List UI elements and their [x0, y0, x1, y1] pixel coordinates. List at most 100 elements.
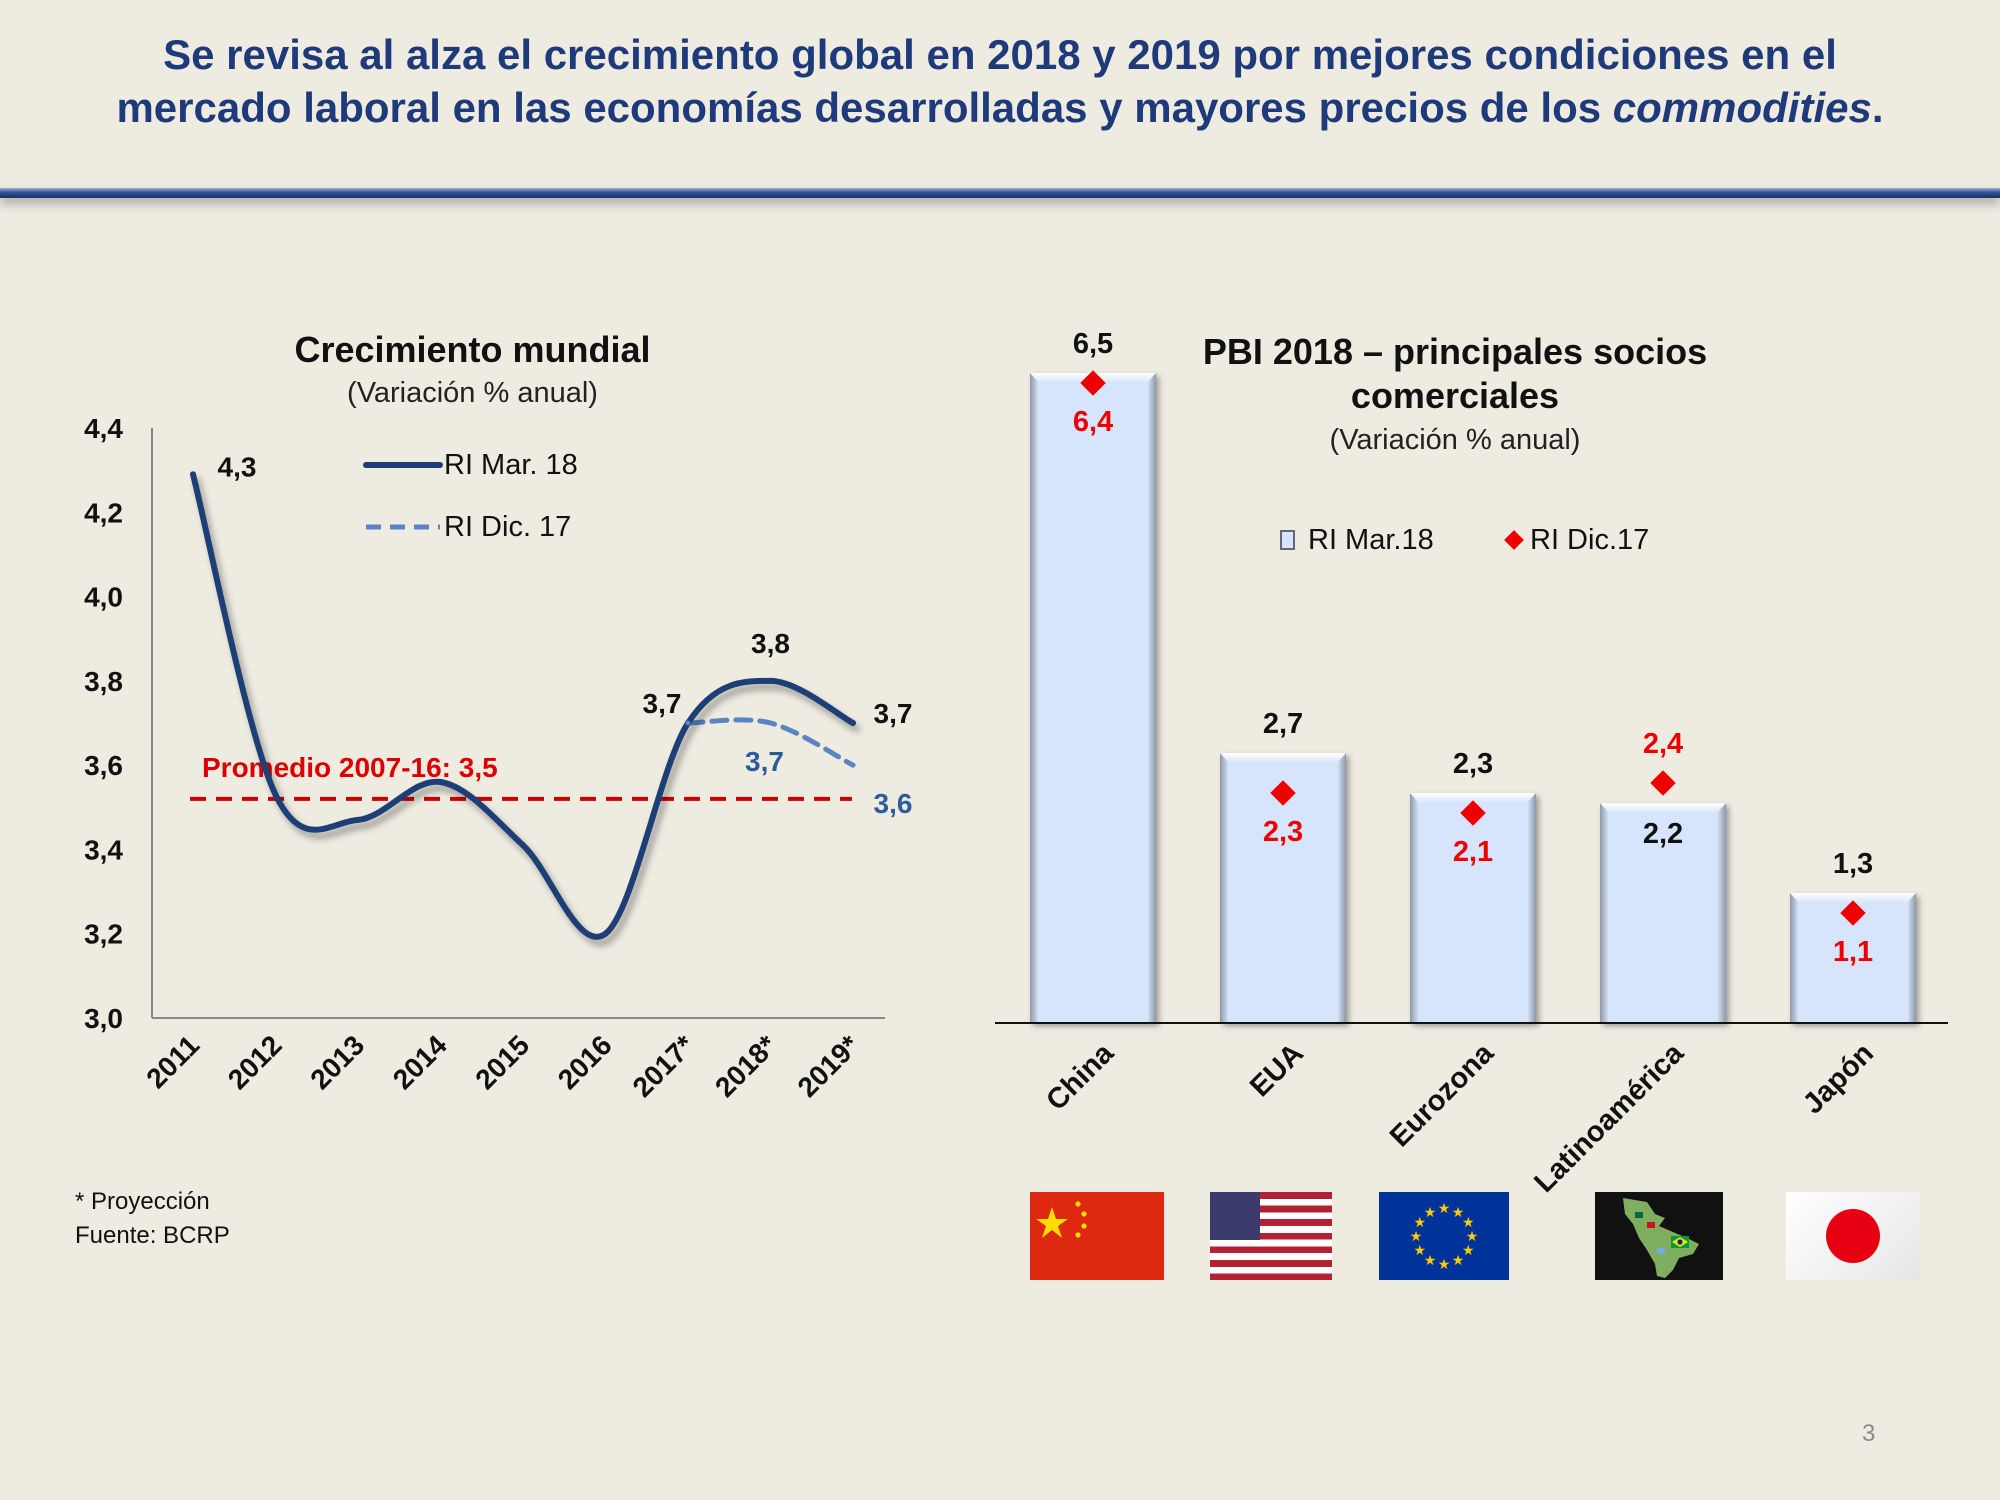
point-ri-mar-18	[850, 720, 856, 726]
bar-latinoamérica	[1600, 803, 1726, 1023]
marker-value-label: 2,3	[1263, 816, 1303, 848]
latam-flag	[1595, 1192, 1723, 1280]
headline-line-2: mercado laboral en las economías desarro…	[0, 81, 2000, 134]
data-label: 3,7	[643, 688, 682, 719]
data-label: 3,8	[751, 628, 790, 659]
y-tick-label: 3,4	[84, 834, 123, 865]
eu-star: ★	[1410, 1228, 1423, 1244]
y-tick-label: 4,2	[84, 497, 123, 528]
left-y-tick-labels: 3,0 3,2 3,4 3,6 3,8 4,0 4,2 4,4	[84, 413, 123, 1034]
marker-value-label: 2,1	[1453, 836, 1493, 868]
legend-label-bar-mar-18: RI Mar.18	[1308, 524, 1434, 556]
y-tick-label: 3,8	[84, 666, 123, 697]
point-ri-mar-18	[190, 471, 196, 478]
slide-headline: Se revisa al alza el crecimiento global …	[0, 28, 2000, 134]
eu-flag-stars: ★ ★★★★★★★★★★★	[1410, 1200, 1479, 1272]
right-chart-title-line-2: comerciales	[1350, 375, 1560, 416]
eu-star: ★	[1413, 1214, 1426, 1230]
japan-flag	[1786, 1192, 1920, 1280]
bar-body	[1030, 373, 1156, 1023]
series-points	[190, 471, 856, 937]
marker-value-label: 1,1	[1833, 936, 1873, 968]
left-legend: RI Mar. 18 RI Dic. 17	[363, 449, 578, 543]
left-chart-axes	[151, 428, 885, 1019]
japan-flag-sun	[1826, 1209, 1880, 1263]
category-label: EUA	[1244, 1037, 1310, 1103]
headline-line-1: Se revisa al alza el crecimiento global …	[163, 31, 1837, 78]
page-number: 3	[1862, 1420, 1876, 1447]
eu-star: ★	[1424, 1252, 1437, 1268]
left-chart-subtitle: (Variación % anual)	[347, 377, 598, 409]
category-label: China	[1040, 1037, 1120, 1117]
category-label: Japón	[1797, 1037, 1880, 1120]
bar-eurozona	[1410, 793, 1536, 1023]
legend-label-dic-17: RI Dic. 17	[444, 511, 571, 543]
point-ri-mar-18	[767, 677, 774, 684]
bar-value-label: 1,3	[1833, 848, 1873, 880]
eu-star: ★	[1438, 1256, 1451, 1272]
bar-china	[1030, 373, 1156, 1023]
y-tick-label: 3,2	[84, 919, 123, 950]
bar-bevel	[1220, 753, 1346, 763]
eu-star: ★	[1466, 1228, 1479, 1244]
right-category-labels: China EUA Eurozona Latinoamérica Japón	[1040, 1037, 1880, 1199]
eu-flag: ★ ★ ★ ★ ★ ★ ★ ★ ★ ★ ★ ★	[1379, 1192, 1509, 1280]
category-label: Eurozona	[1384, 1037, 1501, 1154]
right-chart-title: PBI 2018 – principales socios comerciale…	[1055, 330, 1855, 418]
point-ri-dic-17	[850, 762, 856, 768]
bar-value-label: 6,5	[1073, 328, 1113, 360]
right-chart-title-line-1: PBI 2018 – principales socios	[1202, 331, 1708, 372]
left-data-labels: 4,3 3,7 3,8 3,7 3,7 3,6	[218, 451, 913, 819]
bar-bevel	[1600, 803, 1726, 813]
marker-value-label: 6,4	[1073, 406, 1113, 438]
data-label: 4,3	[218, 451, 257, 482]
right-chart-subtitle: (Variación % anual)	[1329, 424, 1581, 456]
y-tick-label: 3,6	[84, 750, 123, 781]
y-tick-label: 3,0	[84, 1003, 123, 1034]
usa-flag	[1210, 1192, 1332, 1280]
eu-star: ★	[1438, 1200, 1451, 1216]
latam-flag-map	[1623, 1198, 1699, 1278]
header-divider	[0, 188, 2000, 198]
legend-swatch-bar-mar-18	[1280, 530, 1295, 550]
eu-star: ★	[1462, 1242, 1475, 1258]
y-tick-label: 4,0	[84, 582, 123, 613]
bar-value-label: 2,3	[1453, 748, 1493, 780]
legend-label-mar-18: RI Mar. 18	[444, 449, 578, 481]
average-reference: Promedio 2007-16: 3,5	[190, 752, 852, 801]
eu-star: ★	[1462, 1214, 1475, 1230]
point-ri-dic-17	[685, 720, 691, 726]
right-data-labels: 6,5 2,7 2,3 2,2 1,3 6,4 2,3 2,1 2,4 1,1	[1073, 328, 1873, 968]
eu-star: ★	[1413, 1242, 1426, 1258]
headline-italic-word: commodities	[1612, 84, 1872, 131]
bar-bevel	[1790, 893, 1916, 903]
point-ri-mar-18	[602, 930, 609, 937]
footnote-projection: * Proyección	[75, 1188, 210, 1215]
bar-body	[1410, 793, 1536, 1023]
marker-value-label: 2,4	[1643, 728, 1683, 760]
average-label: Promedio 2007-16: 3,5	[202, 752, 498, 783]
eu-star: ★	[1452, 1204, 1465, 1220]
left-chart-title: Crecimiento mundial	[294, 329, 651, 370]
point-ri-mar-18	[355, 816, 361, 823]
marker-ri-dic-17	[1650, 770, 1676, 796]
eu-star: ★	[1452, 1252, 1465, 1268]
eu-star: ★	[1424, 1204, 1437, 1220]
bar-value-label: 2,2	[1643, 818, 1683, 850]
y-tick-label: 4,4	[84, 413, 123, 444]
point-ri-mar-18	[272, 791, 279, 798]
headline-line-2-text: mercado laboral en las economías desarro…	[116, 84, 1613, 131]
data-label: 3,6	[874, 788, 913, 819]
right-legend: RI Mar.18 RI Dic.17	[1280, 524, 1649, 556]
bar-body	[1600, 803, 1726, 1023]
point-ri-mar-18	[520, 842, 526, 849]
china-flag	[1030, 1192, 1164, 1280]
china-flag-stars	[1036, 1201, 1087, 1238]
right-bars	[1030, 373, 1916, 1023]
usa-flag-canton	[1210, 1192, 1260, 1240]
footnote-source: Fuente: BCRP	[75, 1222, 230, 1249]
headline-period: .	[1871, 84, 1884, 131]
bar-value-label: 2,7	[1263, 708, 1303, 740]
